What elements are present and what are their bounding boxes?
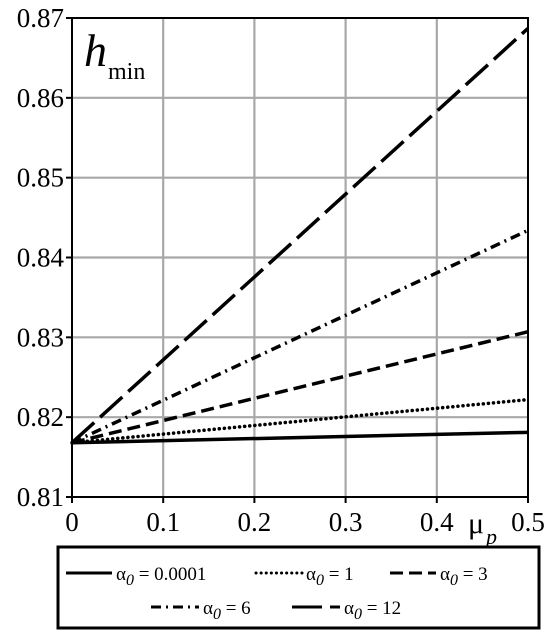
grid bbox=[72, 18, 528, 497]
x-tick-label: 0 bbox=[65, 507, 79, 537]
y-axis-label-sub: min bbox=[108, 59, 145, 85]
x-tick-label: 0.3 bbox=[329, 507, 363, 537]
legend-label: α0 = 3 bbox=[440, 564, 488, 589]
series-lines bbox=[70, 27, 530, 445]
y-tick-label: 0.82 bbox=[17, 402, 64, 432]
y-tick-label: 0.85 bbox=[17, 163, 64, 193]
y-tick-label: 0.87 bbox=[17, 3, 64, 33]
legend-label: α0 = 12 bbox=[344, 598, 401, 623]
series-line-0.0001 bbox=[71, 430, 529, 445]
series-line-3 bbox=[71, 330, 529, 445]
x-axis-label-sub: p bbox=[484, 524, 497, 549]
y-tick-label: 0.83 bbox=[17, 322, 64, 352]
series-line-12 bbox=[70, 27, 530, 445]
series-line-6 bbox=[71, 228, 529, 445]
y-tick-label: 0.86 bbox=[17, 83, 64, 113]
x-axis-label: μ bbox=[468, 507, 484, 540]
series-line-1 bbox=[70, 397, 530, 445]
x-tick-label: 0.2 bbox=[238, 507, 272, 537]
ticks: 0 0.1 0.2 0.3 0.4 0.5 0.81 0.82 0.83 0.84 0.85 0.86… bbox=[17, 3, 545, 537]
legend-label: α0 = 1 bbox=[306, 564, 354, 589]
x-tick-label: 0.4 bbox=[420, 507, 454, 537]
legend-box bbox=[56, 545, 541, 630]
y-tick-label: 0.81 bbox=[17, 482, 64, 512]
y-tick-label: 0.84 bbox=[17, 243, 65, 273]
legend-label: α0 = 6 bbox=[203, 598, 251, 623]
legend: α0 = 0.0001 α0 = 1 α0 = 3 α0 = 6 α0 = 12 bbox=[66, 564, 488, 623]
x-tick-label: 0.5 bbox=[511, 507, 545, 537]
y-axis-label: h bbox=[84, 25, 107, 76]
x-tick-label: 0.1 bbox=[146, 507, 180, 537]
legend-label: α0 = 0.0001 bbox=[116, 564, 206, 589]
